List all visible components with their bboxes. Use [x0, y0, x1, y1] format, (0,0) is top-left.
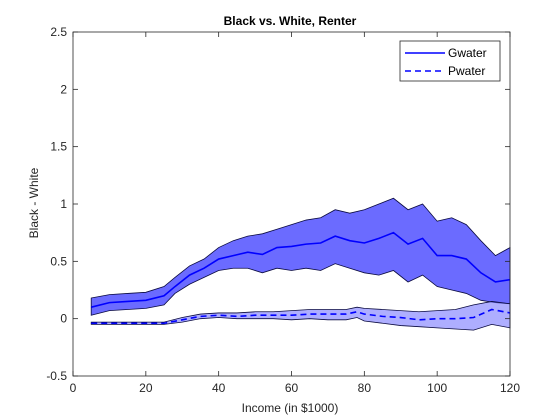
- x-tick-label: 120: [500, 381, 520, 395]
- legend-box: [399, 40, 501, 82]
- y-axis-ticks: -0.5 0 0.5 1 1.5 2 2.5: [46, 25, 510, 383]
- y-tick-label: -0.5: [46, 369, 67, 383]
- y-tick-label: 1.5: [50, 140, 67, 154]
- legend-label-pwater: Pwater: [448, 64, 485, 78]
- y-axis-label: Black - White: [27, 167, 41, 238]
- y-tick-label: 0: [60, 312, 67, 326]
- chart-title: Black vs. White, Renter: [224, 14, 357, 28]
- x-axis-ticks: 0 20 40 60 80 100 120: [70, 32, 520, 395]
- x-axis-label: Income (in $1000): [242, 401, 339, 415]
- series-line-gwater: [91, 231, 511, 308]
- y-tick-label: 0.5: [50, 254, 67, 268]
- legend-label-gwater: Gwater: [448, 46, 487, 60]
- y-tick-label: 1: [60, 197, 67, 211]
- y-tick-label: 2.5: [50, 25, 67, 39]
- x-tick-label: 100: [427, 381, 447, 395]
- y-tick-label: 2: [60, 82, 67, 96]
- series-line-pwater: [91, 308, 511, 325]
- x-tick-label: 20: [139, 381, 153, 395]
- legend: Gwater Pwater: [399, 40, 501, 82]
- x-tick-label: 0: [70, 381, 77, 395]
- x-tick-label: 80: [358, 381, 372, 395]
- x-tick-label: 60: [285, 381, 299, 395]
- x-tick-label: 40: [212, 381, 226, 395]
